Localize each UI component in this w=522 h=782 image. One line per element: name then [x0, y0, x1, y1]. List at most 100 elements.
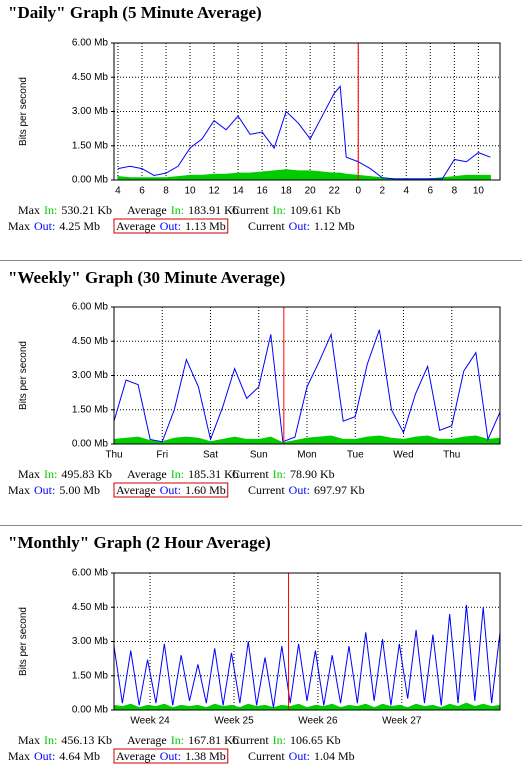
- plot-frame: [113, 572, 501, 711]
- y-tick-label: 6.00 Mb: [72, 302, 109, 313]
- stat-direction: Out:: [160, 483, 181, 497]
- area: [113, 702, 501, 711]
- stat: Average Out: 1.60 Mb: [116, 483, 226, 497]
- stat: Max Out: 4.25 Mb: [8, 219, 100, 233]
- stat-direction: In:: [44, 733, 57, 747]
- stat-label: Max: [18, 203, 40, 217]
- stat-direction: In:: [273, 733, 286, 747]
- x-tick-label: Fri: [156, 450, 168, 461]
- stat-direction: In:: [273, 467, 286, 481]
- x-tick-label: Sun: [250, 450, 268, 461]
- stat-label: Max: [8, 749, 30, 763]
- stat-direction: Out:: [34, 749, 55, 763]
- stat-label: Average: [116, 219, 156, 233]
- stat-label: Current: [232, 467, 269, 481]
- plot-frame: [113, 306, 501, 445]
- line: [117, 85, 491, 180]
- stat-value: 495.83 Kb: [61, 467, 112, 481]
- stat: Current In: 106.65 Kb: [232, 733, 341, 747]
- x-tick-label: Week 27: [382, 716, 422, 727]
- stat-label: Max: [18, 733, 40, 747]
- stat: Average In: 185.31 Kb: [127, 467, 239, 481]
- stat-label: Max: [8, 219, 30, 233]
- stat-label: Average: [127, 467, 167, 481]
- x-tick-label: 6: [428, 186, 434, 197]
- chart-title: "Daily" Graph (5 Minute Average): [8, 3, 262, 22]
- stat-direction: In:: [44, 467, 57, 481]
- stat: Average Out: 1.38 Mb: [116, 749, 226, 763]
- x-tick-label: 18: [281, 186, 293, 197]
- stat-value: 106.65 Kb: [290, 733, 341, 747]
- x-tick-label: Week 24: [130, 716, 170, 727]
- stat-direction: Out:: [160, 219, 181, 233]
- x-tick-label: 14: [233, 186, 245, 197]
- stat-value: 5.00 Mb: [59, 483, 100, 497]
- stat: Max Out: 5.00 Mb: [8, 483, 100, 497]
- stat-direction: In:: [273, 203, 286, 217]
- stat: Current Out: 1.04 Mb: [248, 749, 355, 763]
- x-tick-label: 8: [163, 186, 169, 197]
- y-tick-label: 1.50 Mb: [72, 404, 109, 415]
- y-tick-label: 4.50 Mb: [72, 72, 109, 83]
- chart-title: "Monthly" Graph (2 Hour Average): [8, 533, 271, 552]
- stat-label: Average: [127, 733, 167, 747]
- y-tick-label: 0.00 Mb: [72, 175, 109, 186]
- line: [113, 329, 501, 443]
- x-tick-label: 0: [355, 186, 361, 197]
- stat-value: 1.13 Mb: [185, 219, 226, 233]
- y-tick-label: 0.00 Mb: [72, 705, 109, 716]
- stat-direction: Out:: [34, 483, 55, 497]
- stat-value: 697.97 Kb: [314, 483, 365, 497]
- chart-title: "Weekly" Graph (30 Minute Average): [8, 268, 285, 287]
- stat-direction: In:: [171, 467, 184, 481]
- stat-value: 530.21 Kb: [61, 203, 112, 217]
- stat: Average In: 167.81 Kb: [127, 733, 239, 747]
- y-tick-label: 0.00 Mb: [72, 439, 109, 450]
- stat-label: Average: [116, 483, 156, 497]
- stat-value: 78.90 Kb: [290, 467, 335, 481]
- stat-label: Current: [232, 733, 269, 747]
- stat: Max In: 495.83 Kb: [18, 467, 112, 481]
- y-tick-label: 4.50 Mb: [72, 336, 109, 347]
- x-tick-label: 12: [209, 186, 221, 197]
- stat: Current Out: 697.97 Kb: [248, 483, 365, 497]
- x-tick-label: 6: [139, 186, 145, 197]
- stat-direction: Out:: [34, 219, 55, 233]
- y-axis-label: Bits per second: [18, 341, 29, 410]
- x-tick-label: Thu: [105, 450, 122, 461]
- x-tick-label: Week 26: [298, 716, 338, 727]
- stat-value: 185.31 Kb: [188, 467, 239, 481]
- x-tick-label: 16: [257, 186, 269, 197]
- stat: Max In: 530.21 Kb: [18, 203, 112, 217]
- stat-value: 456.13 Kb: [61, 733, 112, 747]
- stat: Average In: 183.91 Kb: [127, 203, 239, 217]
- stat-value: 1.38 Mb: [185, 749, 226, 763]
- stat: Current In: 109.61 Kb: [232, 203, 341, 217]
- x-tick-label: Week 25: [214, 716, 254, 727]
- highlight-box: [113, 748, 229, 764]
- y-tick-label: 1.50 Mb: [72, 140, 109, 151]
- stat-direction: In:: [171, 203, 184, 217]
- stat: Current In: 78.90 Kb: [232, 467, 335, 481]
- y-tick-label: 6.00 Mb: [72, 568, 109, 579]
- stat-label: Average: [116, 749, 156, 763]
- y-tick-label: 3.00 Mb: [72, 636, 109, 647]
- y-axis-label: Bits per second: [18, 607, 29, 676]
- stat: Max Out: 4.64 Mb: [8, 749, 100, 763]
- x-tick-label: 10: [184, 186, 196, 197]
- x-tick-label: 22: [329, 186, 341, 197]
- stat-direction: Out:: [289, 749, 310, 763]
- stat-direction: In:: [44, 203, 57, 217]
- x-tick-label: Thu: [443, 450, 460, 461]
- plot-frame: [113, 42, 501, 181]
- x-tick-label: 10: [473, 186, 485, 197]
- area: [117, 169, 491, 181]
- y-tick-label: 3.00 Mb: [72, 106, 109, 117]
- stat-label: Current: [248, 749, 285, 763]
- x-tick-label: 2: [379, 186, 385, 197]
- x-tick-label: 20: [305, 186, 317, 197]
- line: [113, 604, 501, 708]
- stat-value: 1.12 Mb: [314, 219, 355, 233]
